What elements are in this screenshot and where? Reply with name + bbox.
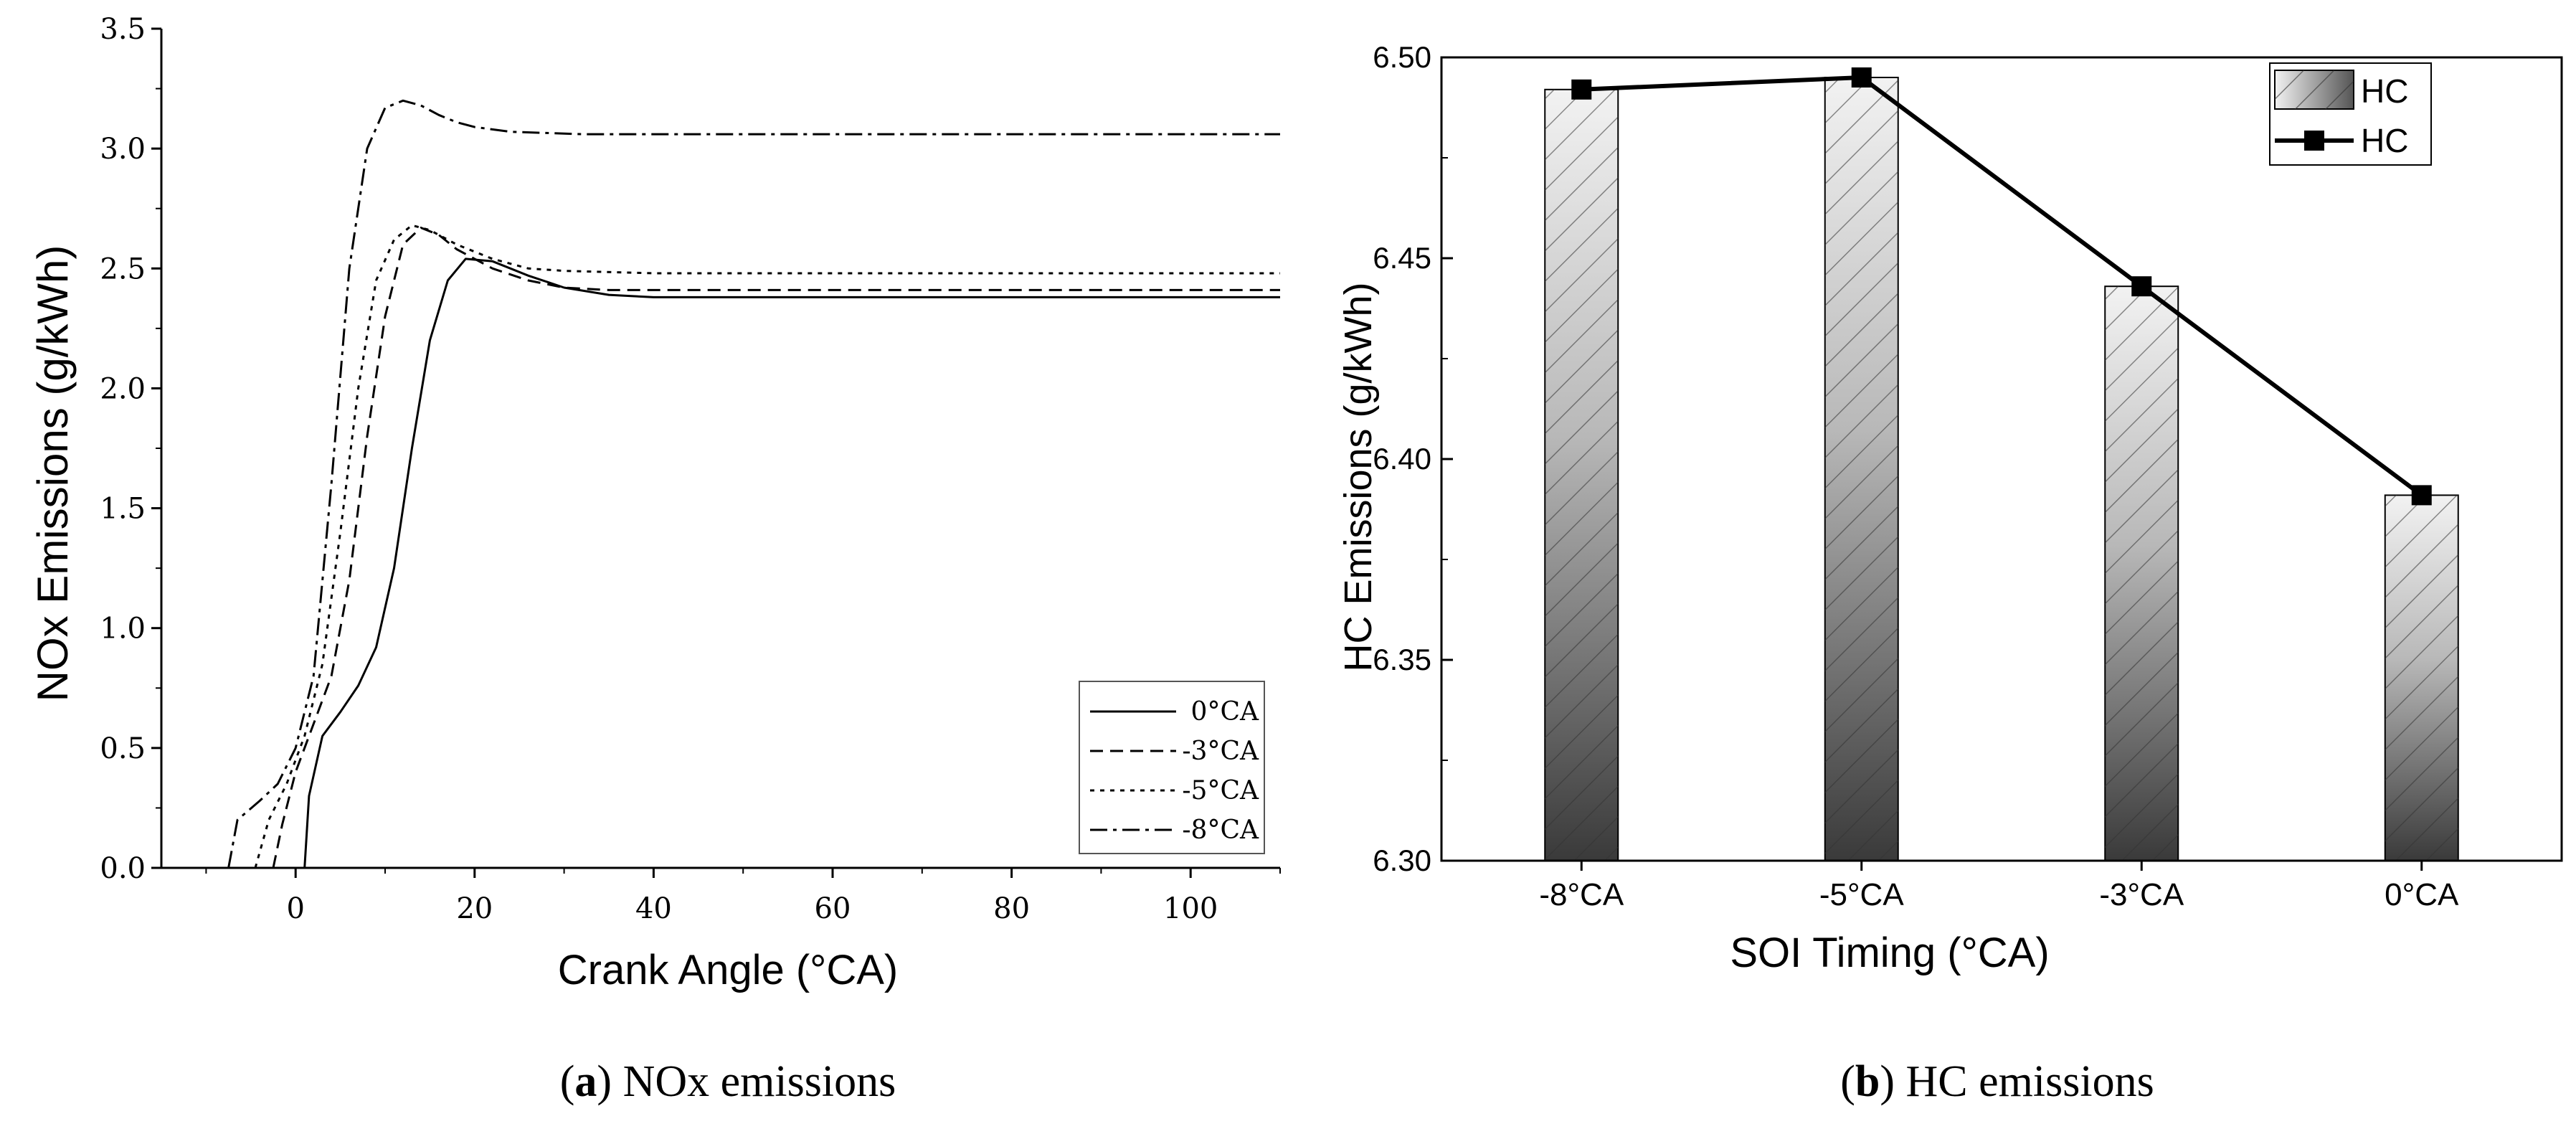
panel-b-y-ticks: 6.30 6.35 6.40 6.45 6.50 (1373, 40, 1453, 877)
caption-b-open: ( (1840, 1057, 1855, 1106)
bar-hatch-1 (1824, 77, 1898, 861)
panel-a-y-tick-label: 3.0 (100, 133, 146, 166)
panel-b-x-tick-label: -8°CA (1539, 877, 1624, 912)
bar-hatch-3 (2385, 495, 2458, 861)
hc-point-3 (2411, 485, 2432, 506)
panel-b-x-tick-label: -3°CA (2099, 877, 2184, 912)
panel-a-legend: 0°CA -3°CA -5°CA -8°CA (1079, 681, 1265, 854)
panel-a-x-tick-label: 40 (635, 892, 672, 925)
caption-b: (b) HC emissions (1840, 1057, 2154, 1106)
panel-b-x-tick-label: -5°CA (1819, 877, 1904, 912)
panel-b-x-tick-label: 0°CA (2385, 877, 2459, 912)
hc-point-0 (1571, 79, 1592, 100)
hc-line (1581, 75, 2423, 497)
panel-a-y-tick-label: 0.5 (100, 732, 146, 765)
caption-a: (a) NOx emissions (560, 1057, 896, 1106)
panel-a-y-tick-label: 3.5 (100, 13, 146, 46)
panel-a-nox-chart: 0 20 40 60 80 100 0.0 0.5 1.0 1.5 2.0 2.5 3.0 3.5 Cr… (29, 13, 1281, 993)
panel-b-bars (1544, 77, 2459, 862)
series-line-2 (254, 224, 1280, 869)
panel-a-x-tick-label: 80 (993, 892, 1030, 925)
series-line-1 (272, 227, 1280, 869)
bar-hatch-2 (2105, 286, 2179, 861)
caption-b-letter: b (1855, 1057, 1880, 1106)
caption-a-open: ( (560, 1057, 575, 1106)
legend-label-0: 0°CA (1191, 697, 1259, 727)
panel-a-x-ticks: 0 20 40 60 80 100 (205, 868, 1281, 925)
legend-line-label: HC (2361, 122, 2408, 159)
panel-b-y-axis-label: HC Emissions (g/kWh) (1337, 282, 1380, 671)
series-line-3 (227, 99, 1280, 869)
panel-b-x-ticks: -8°CA -5°CA -3°CA 0°CA (1539, 861, 2459, 912)
panel-a-x-tick-label: 60 (815, 892, 851, 925)
series-line-0 (303, 257, 1280, 869)
caption-b-close: ) (1880, 1057, 1895, 1106)
panel-a-x-tick-label: 20 (456, 892, 493, 925)
hc-point-2 (2131, 276, 2152, 297)
caption-a-letter: a (574, 1057, 597, 1106)
legend-label-3: -8°CA (1182, 816, 1259, 845)
panel-a-y-tick-label: 2.0 (100, 372, 146, 405)
panel-a-y-axis-label: NOx Emissions (g/kWh) (29, 245, 77, 702)
legend-bar-label: HC (2361, 72, 2408, 110)
panel-a-y-tick-label: 0.0 (100, 852, 146, 885)
legend-label-1: -3°CA (1182, 737, 1259, 766)
panel-b-x-axis-label: SOI Timing (°CA) (1730, 930, 2049, 976)
panel-b-y-tick-label: 6.35 (1373, 643, 1431, 676)
panel-b-y-tick-label: 6.30 (1373, 843, 1431, 877)
panel-a-series (227, 99, 1280, 869)
panel-a-y-tick-label: 2.5 (100, 252, 146, 285)
panel-b-legend: HC HC (2269, 62, 2432, 166)
hc-point-1 (1851, 67, 1872, 88)
legend-label-2: -5°CA (1182, 776, 1259, 805)
caption-b-text: HC emissions (1895, 1057, 2154, 1106)
panel-b-hc-chart: 6.30 6.35 6.40 6.45 6.50 -8°CA -5°CA -3°CA 0°CA… (1337, 40, 2563, 976)
panel-a-x-axis-label: Crank Angle (°CA) (558, 947, 898, 993)
panel-b-line-series (1571, 67, 2432, 506)
panel-a-y-tick-label: 1.0 (100, 613, 146, 646)
panel-a-y-tick-label: 1.5 (100, 493, 146, 526)
panel-b-y-tick-label: 6.50 (1373, 40, 1431, 74)
bar-hatch-0 (1545, 89, 1619, 861)
caption-a-text: NOx emissions (612, 1057, 896, 1106)
legend-line-marker (2304, 131, 2324, 151)
caption-a-close: ) (597, 1057, 612, 1106)
panel-a-x-tick-label: 0 (286, 892, 304, 925)
panel-b-y-tick-label: 6.40 (1373, 442, 1431, 476)
panel-a-x-tick-label: 100 (1163, 892, 1218, 925)
panel-b-y-tick-label: 6.45 (1373, 241, 1431, 275)
panel-a-y-ticks: 0.0 0.5 1.0 1.5 2.0 2.5 3.0 3.5 (100, 13, 161, 885)
